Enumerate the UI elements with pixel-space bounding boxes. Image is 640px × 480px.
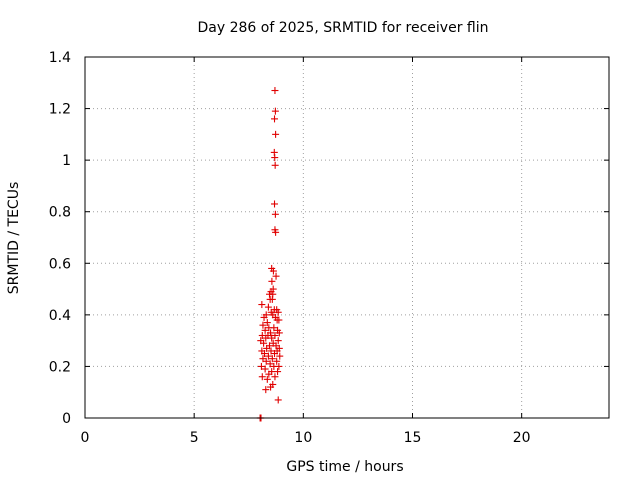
data-point: [272, 272, 280, 280]
data-point: [275, 316, 283, 324]
data-point: [273, 357, 281, 365]
data-point: [274, 337, 282, 345]
chart-title: Day 286 of 2025, SRMTID for receiver fli…: [198, 20, 489, 36]
x-tick-label: 5: [190, 430, 199, 446]
data-point: [270, 324, 278, 332]
grid-lines: [85, 57, 609, 418]
data-point: [268, 277, 276, 285]
data-point: [275, 362, 283, 370]
y-tick-label: 0.4: [49, 308, 71, 324]
data-points: [256, 87, 284, 422]
data-point: [272, 228, 280, 236]
data-point: [262, 386, 270, 394]
plot-frame: [84, 56, 610, 419]
x-axis-label: GPS time / hours: [286, 459, 403, 475]
data-point: [258, 373, 266, 381]
x-tick-label: 0: [81, 430, 90, 446]
data-point: [272, 130, 280, 138]
data-point: [263, 319, 271, 327]
data-point: [261, 365, 269, 373]
data-point: [265, 370, 273, 378]
data-point: [274, 368, 282, 376]
data-point: [260, 350, 268, 358]
y-tick-label: 1.2: [49, 102, 71, 118]
data-point: [263, 375, 271, 383]
data-point: [268, 355, 276, 363]
data-point: [258, 301, 266, 309]
data-point: [260, 339, 268, 347]
y-tick-label: 0: [62, 411, 71, 427]
y-axis-label: SRMTID / TECUs: [6, 182, 22, 295]
data-point: [271, 87, 279, 95]
data-point: [263, 344, 271, 352]
data-point: [268, 295, 276, 303]
data-point: [271, 210, 279, 218]
data-point: [264, 352, 272, 360]
data-point: [275, 329, 283, 337]
data-point: [260, 313, 268, 321]
y-tick-label: 0.2: [49, 359, 71, 375]
data-point: [271, 200, 279, 208]
x-tick-label: 15: [404, 430, 422, 446]
data-point: [257, 362, 265, 370]
data-point: [274, 396, 282, 404]
data-point: [271, 107, 279, 115]
data-point: [267, 383, 275, 391]
y-tick-label: 0.8: [49, 205, 71, 221]
data-point: [259, 321, 267, 329]
data-point: [268, 334, 276, 342]
data-point: [274, 308, 282, 316]
data-point: [271, 154, 279, 162]
data-point: [269, 267, 277, 275]
data-point: [276, 352, 284, 360]
axis-ticks: 0 5 10 15 20 0 0.2 0.4 0.6 0.8 1 1.2 1.4: [49, 50, 609, 446]
data-point: [261, 326, 269, 334]
data-point: [262, 357, 270, 365]
data-point: [271, 373, 279, 381]
data-point: [266, 360, 274, 368]
y-tick-label: 0.6: [49, 256, 71, 272]
x-tick-label: 20: [513, 430, 531, 446]
y-tick-label: 1.4: [49, 50, 71, 66]
data-point: [271, 115, 279, 123]
data-point: [264, 303, 272, 311]
data-point: [262, 334, 270, 342]
data-point: [271, 350, 279, 358]
x-tick-label: 10: [294, 430, 312, 446]
y-tick-label: 1: [62, 153, 71, 169]
data-point: [271, 161, 279, 169]
